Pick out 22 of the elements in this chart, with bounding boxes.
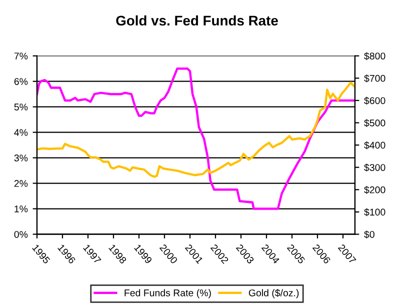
y-tick-label: 0% [14,230,28,238]
y-tick-label: 5% [14,104,28,110]
y2-tick-label: $300 [364,164,386,172]
legend-label: Fed Funds Rate (%) [124,289,211,298]
y2-tick-label: $400 [364,141,386,150]
y2-tick-label: $0 [364,230,374,238]
y2-tick-label: $200 [364,186,386,194]
line-series [36,68,355,210]
y-tick-label: 3% [14,154,28,162]
y-tick-label: 4% [14,129,28,136]
y-tick-label: 6% [14,78,28,85]
chart-title: Gold vs. Fed Funds Rate [116,15,278,26]
y-tick-label: 2% [14,180,28,187]
y2-tick-label: $600 [364,96,386,105]
y2-tick-label: $500 [364,119,386,127]
y2-tick-label: $700 [364,74,386,82]
y-tick-label: 1% [14,206,28,212]
y-tick-label: 7% [14,52,28,60]
legend-label: Gold ($/oz.) [248,289,299,298]
line-series [36,82,355,178]
y2-tick-label: $100 [364,208,386,216]
y2-tick-label: $800 [364,52,386,60]
